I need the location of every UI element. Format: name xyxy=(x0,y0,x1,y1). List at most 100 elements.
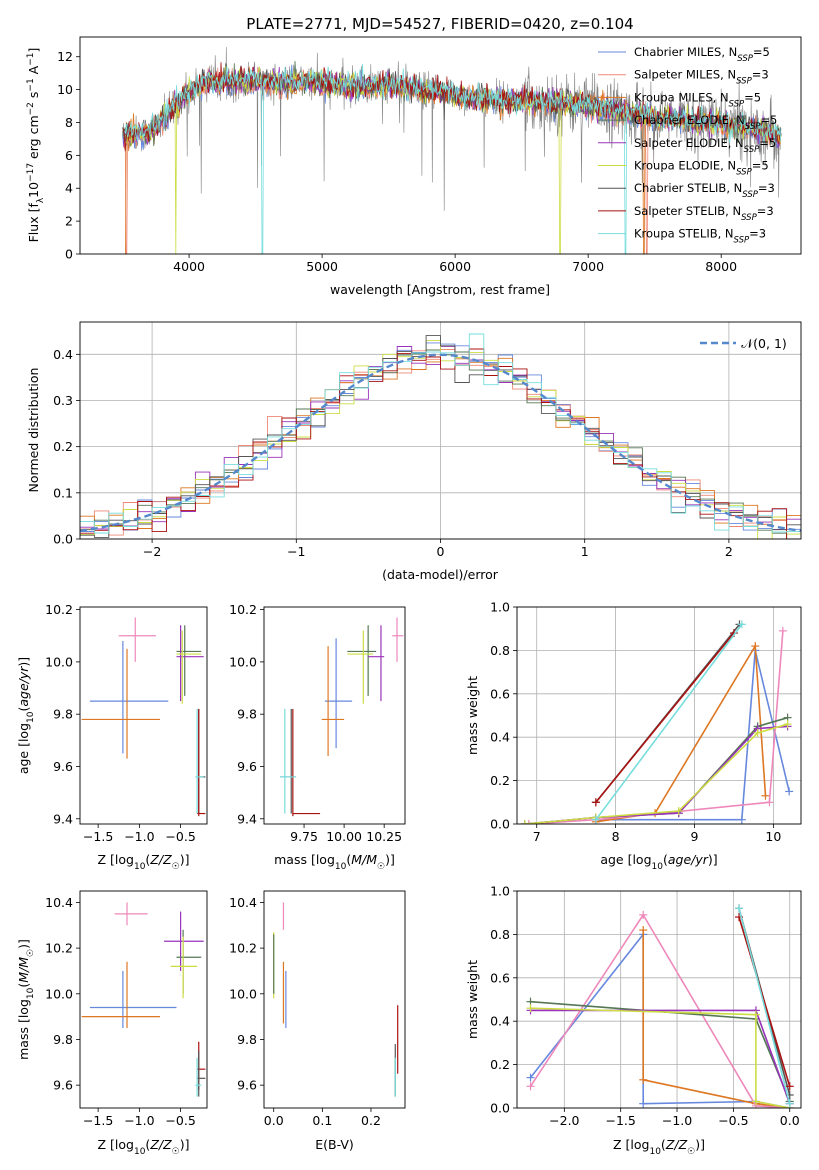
x-tick-label: −1.0 xyxy=(662,1113,692,1128)
x-axis-label: Z [log10(Z/Z☉)] xyxy=(613,1137,705,1157)
legend-entry: Chabrier MILES, NSSP=5 xyxy=(634,45,770,64)
y-tick-label: 0.3 xyxy=(53,393,73,408)
histogram-kroupa-stelib xyxy=(80,333,801,534)
weight-line-kroupa-elodie xyxy=(530,1007,790,1108)
legend-entry: Kroupa MILES, NSSP=5 xyxy=(634,90,761,109)
x-tick-label: 5000 xyxy=(306,259,338,274)
y-tick-label: 0.4 xyxy=(490,1014,510,1029)
y-tick-label: 9.8 xyxy=(237,1032,257,1047)
x-axis-label: mass [log10(M/M☉)] xyxy=(274,852,395,872)
x-axis-label: E(B-V) xyxy=(315,1137,354,1152)
legend-entry: Kroupa ELODIE, NSSP=5 xyxy=(634,159,769,178)
x-tick-label: 4000 xyxy=(173,259,205,274)
x-tick-label: −1.5 xyxy=(606,1113,636,1128)
y-tick-label: 9.6 xyxy=(237,759,257,774)
y-tick-label: 9.8 xyxy=(237,707,257,722)
model-spectrum-kroupa-stelib xyxy=(124,63,782,254)
y-tick-label: 0.0 xyxy=(53,532,73,547)
y-tick-label: 0.2 xyxy=(490,1057,510,1072)
y-tick-label: 0.8 xyxy=(490,927,510,942)
y-tick-label: 0.6 xyxy=(490,686,510,701)
y-axis-label: mass weight xyxy=(465,676,480,755)
x-axis-label: age [log10(age/yr)] xyxy=(600,852,717,872)
plot-area xyxy=(520,620,794,824)
y-tick-label: 9.8 xyxy=(53,707,73,722)
histogram-kroupa-elodie xyxy=(80,339,801,539)
x-tick-label: 8 xyxy=(612,829,620,844)
legend-entry: Chabrier STELIB, NSSP=3 xyxy=(634,181,775,200)
x-tick-label: −0.5 xyxy=(165,829,195,844)
plot-area xyxy=(280,617,404,817)
legend-entry: Salpeter STELIB, NSSP=3 xyxy=(634,204,774,223)
y-tick-label: 9.8 xyxy=(53,1032,73,1047)
y-tick-label: 0.6 xyxy=(490,970,510,985)
x-axis-label: Z [log10(Z/Z☉)] xyxy=(98,1137,190,1157)
axes-frame xyxy=(516,606,802,825)
y-axis-label: Flux [fλ10−17 erg cm−2 s−1 A−1] xyxy=(26,48,46,243)
x-tick-label: 6000 xyxy=(439,259,471,274)
plot-area xyxy=(80,333,801,539)
x-tick-label: 0.2 xyxy=(361,1113,381,1128)
y-tick-label: 6 xyxy=(65,148,73,163)
y-tick-label: 8 xyxy=(65,115,73,130)
legend-entry: 𝒩(0, 1) xyxy=(741,336,787,351)
x-tick-label: 0.0 xyxy=(264,1113,284,1128)
axes-age_vs_mass: 9.75 10.00 10.25 9.4 9.6 9.8 10.0 10.2 mass [log… xyxy=(229,602,406,872)
legend: Chabrier MILES, NSSP=5 Salpeter MILES, NS… xyxy=(598,45,777,246)
y-tick-label: 2 xyxy=(65,214,73,229)
axes-frame xyxy=(79,606,208,825)
axes-weight_vs_age: 7 8 9 10 0.0 0.2 0.4 0.6 0.8 1.0 age [log10(age/yr… xyxy=(465,600,802,872)
legend-entry: Salpeter MILES, NSSP=3 xyxy=(634,68,769,87)
x-tick-label: 2 xyxy=(725,544,733,559)
x-axis-label: wavelength [Angstrom, rest frame] xyxy=(330,282,550,297)
x-tick-label: 10 xyxy=(765,829,781,844)
weight-line-salpeter-elodie xyxy=(530,1009,791,1104)
weight-line-chabrier-elodie xyxy=(530,1000,791,1102)
x-tick-label: 9.75 xyxy=(290,829,318,844)
figure-title: PLATE=2771, MJD=54527, FIBERID=0420, z=0… xyxy=(246,15,633,33)
y-tick-label: 9.6 xyxy=(237,1078,257,1093)
y-tick-label: 10.2 xyxy=(45,941,73,956)
weight-line-chabrier-miles xyxy=(595,650,790,821)
axes-frame xyxy=(79,890,208,1109)
y-tick-label: 0.2 xyxy=(53,439,73,454)
y-axis-label: mass weight xyxy=(465,960,480,1039)
x-tick-label: 8000 xyxy=(705,259,737,274)
y-tick-label: 12 xyxy=(57,49,73,64)
axes-frame xyxy=(516,890,802,1109)
axes-frame xyxy=(263,890,406,1109)
axes-residuals: −2 −1 0 1 2 0.0 0.1 0.2 0.3 0.4 (data-model)/error… xyxy=(26,321,802,582)
histogram-chabrier-stelib xyxy=(80,335,801,538)
axes-age_vs_Z: −1.5 −1.0 −0.5 9.4 9.6 9.8 10.0 10.2 Z [log10(Z/… xyxy=(16,602,208,872)
x-tick-label: −1.0 xyxy=(124,1113,154,1128)
axes-frame xyxy=(263,606,406,825)
axes-mass_vs_EBV: 0.0 0.1 0.2 9.6 9.8 10.0 10.2 10.4 E(B-V) xyxy=(229,890,406,1152)
x-tick-label: −0.5 xyxy=(718,1113,748,1128)
y-tick-label: 10.2 xyxy=(45,602,73,617)
y-tick-label: 10.0 xyxy=(45,986,73,1001)
y-tick-label: 0.1 xyxy=(53,485,73,500)
x-tick-label: −1.5 xyxy=(83,1113,113,1128)
plot-area xyxy=(273,902,399,1097)
x-tick-label: 7000 xyxy=(572,259,604,274)
x-tick-label: 10.25 xyxy=(366,829,402,844)
x-tick-label: −1.5 xyxy=(83,829,113,844)
weight-line-kroupa-stelib xyxy=(595,623,743,821)
y-axis-label: mass [log10(M/M☉)] xyxy=(16,939,36,1060)
x-tick-label: −1 xyxy=(287,544,305,559)
weight-line-kroupa-stelib xyxy=(738,908,791,1104)
y-tick-label: 9.6 xyxy=(53,759,73,774)
axes-weight_vs_Z: −2.0 −1.5 −1.0 −0.5 0.0 0.0 0.2 0.4 0.6 0.8 1.0 Z [… xyxy=(465,884,802,1157)
x-tick-label: 0.1 xyxy=(312,1113,332,1128)
weight-line-salpeter-stelib xyxy=(595,632,735,803)
x-tick-label: 1 xyxy=(581,544,589,559)
x-tick-label: 7 xyxy=(533,829,541,844)
x-tick-label: −2 xyxy=(143,544,161,559)
x-tick-label: −2.0 xyxy=(549,1113,579,1128)
y-tick-label: 1.0 xyxy=(490,600,510,615)
y-tick-label: 10.0 xyxy=(229,986,257,1001)
x-tick-label: −0.5 xyxy=(165,1113,195,1128)
y-tick-label: 9.6 xyxy=(53,1078,73,1093)
y-tick-label: 10.2 xyxy=(229,941,257,956)
axes-spectrum: 4000 5000 6000 7000 8000 0 2 4 6 8 10 12 wavelength … xyxy=(26,36,802,297)
